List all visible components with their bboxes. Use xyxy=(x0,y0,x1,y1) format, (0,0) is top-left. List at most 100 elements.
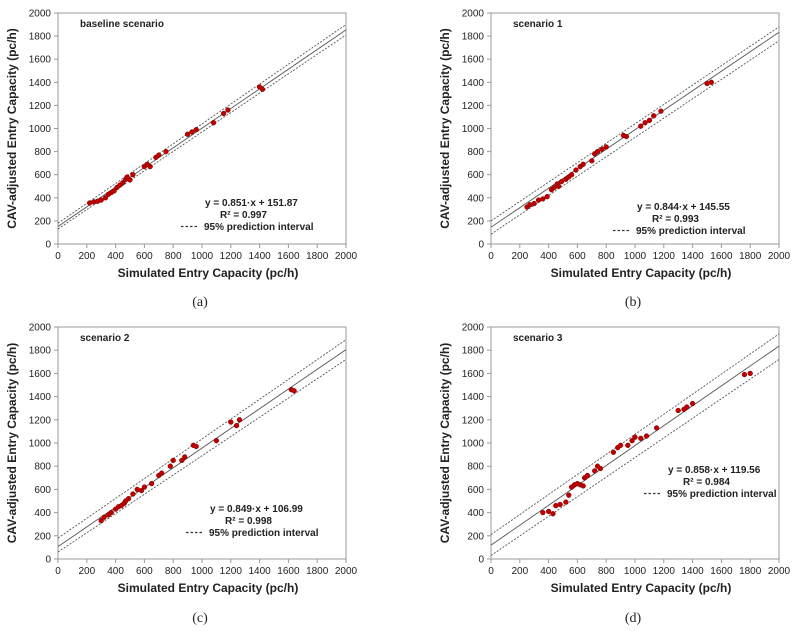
data-point xyxy=(684,404,690,410)
data-point xyxy=(170,457,176,464)
x-tick-label: 1600 xyxy=(277,566,300,577)
y-tick-label: 1800 xyxy=(29,32,52,43)
panel-label: (a) xyxy=(192,295,208,310)
x-tick-label: 2000 xyxy=(768,566,791,577)
data-point xyxy=(130,172,136,178)
y-tick-label: 1600 xyxy=(29,55,52,66)
y-tick-label: 0 xyxy=(478,240,484,251)
regression-equation: y = 0.844·x + 145.55 xyxy=(637,202,730,213)
data-point xyxy=(167,463,173,469)
data-point xyxy=(184,131,191,137)
data-point xyxy=(259,86,266,92)
data-point xyxy=(638,435,644,442)
legend-label: 95% prediction interval xyxy=(204,222,314,233)
data-point xyxy=(556,183,562,189)
x-tick-label: 1600 xyxy=(277,251,300,262)
data-point xyxy=(236,417,243,423)
panel-label: (c) xyxy=(192,611,208,626)
y-tick-label: 0 xyxy=(45,555,51,566)
x-tick-label: 800 xyxy=(598,566,615,577)
x-tick-label: 1200 xyxy=(220,251,243,262)
y-tick-label: 800 xyxy=(34,147,51,158)
x-tick-label: 1800 xyxy=(306,566,329,577)
data-point xyxy=(134,486,140,493)
legend-label: 95% prediction interval xyxy=(209,528,319,539)
x-tick-label: 600 xyxy=(569,251,586,262)
r-squared-label: R² = 0.984 xyxy=(683,477,730,488)
y-tick-label: 1200 xyxy=(29,101,52,112)
data-point xyxy=(120,180,126,186)
x-tick-label: 200 xyxy=(78,251,95,262)
data-point xyxy=(580,161,586,167)
y-tick-label: 800 xyxy=(34,462,51,473)
data-point xyxy=(563,499,569,505)
legend-label: 95% prediction interval xyxy=(636,226,746,237)
y-tick-label: 1800 xyxy=(29,346,52,357)
data-point xyxy=(225,107,231,113)
data-point xyxy=(127,177,133,183)
x-tick-label: 1400 xyxy=(248,251,271,262)
data-point xyxy=(558,178,565,185)
y-tick-label: 1600 xyxy=(462,55,485,66)
r-squared-label: R² = 0.997 xyxy=(220,210,267,221)
x-tick-label: 400 xyxy=(107,251,124,262)
plot-frame xyxy=(490,326,780,560)
prediction-interval-upper-line xyxy=(490,333,780,536)
x-tick-label: 400 xyxy=(540,251,557,262)
data-point xyxy=(566,492,572,498)
y-tick-label: 0 xyxy=(478,555,484,566)
y-tick-label: 200 xyxy=(34,531,51,542)
x-tick-label: 1000 xyxy=(624,566,647,577)
data-point xyxy=(193,443,199,450)
y-tick-label: 400 xyxy=(467,193,484,204)
chart-panel-1: 0 200 400 600 800 1000 1200 1400 1600 1800 2000 0 20… xyxy=(5,9,358,311)
x-tick-label: 1400 xyxy=(248,566,271,577)
data-point xyxy=(101,514,107,520)
data-point xyxy=(141,484,148,490)
data-point xyxy=(98,197,104,203)
data-point xyxy=(527,202,533,208)
data-point xyxy=(540,196,546,202)
x-tick-label: 600 xyxy=(569,566,586,577)
plot-frame xyxy=(57,326,347,560)
x-tick-label: 2000 xyxy=(768,251,791,262)
data-point xyxy=(708,79,714,85)
y-tick-label: 400 xyxy=(34,508,51,519)
data-point xyxy=(584,472,591,479)
x-tick-label: 2000 xyxy=(335,251,358,262)
data-point xyxy=(550,511,556,517)
data-point xyxy=(603,144,609,150)
data-point xyxy=(147,163,153,170)
regression-equation: y = 0.851·x + 151.87 xyxy=(205,198,298,209)
data-point xyxy=(741,371,748,378)
data-point xyxy=(233,422,240,429)
data-point xyxy=(189,129,195,135)
data-point xyxy=(125,496,132,502)
x-tick-label: 1800 xyxy=(306,251,329,262)
data-point xyxy=(182,454,188,460)
y-tick-label: 0 xyxy=(45,240,51,251)
data-point xyxy=(535,197,542,203)
data-point xyxy=(220,110,227,117)
regression-line xyxy=(490,31,780,228)
x-tick-label: 2000 xyxy=(335,566,358,577)
data-point xyxy=(108,509,114,516)
y-tick-label: 600 xyxy=(467,485,484,496)
y-tick-label: 2000 xyxy=(29,9,52,20)
y-tick-label: 1000 xyxy=(29,439,52,450)
y-tick-label: 200 xyxy=(34,216,51,227)
x-tick-label: 0 xyxy=(55,251,61,262)
x-tick-label: 800 xyxy=(165,566,182,577)
data-point xyxy=(625,442,631,448)
data-point xyxy=(643,433,650,439)
chart-panel-2: 0 200 400 600 800 1000 1200 1400 1600 1800 2000 0 20… xyxy=(438,9,791,311)
data-point xyxy=(228,419,234,425)
y-tick-label: 400 xyxy=(34,193,51,204)
y-tick-label: 800 xyxy=(467,462,484,473)
y-tick-label: 2000 xyxy=(462,323,485,334)
x-tick-label: 1200 xyxy=(653,251,676,262)
y-tick-label: 1200 xyxy=(462,415,485,426)
data-point xyxy=(163,148,169,155)
y-tick-label: 1400 xyxy=(29,392,52,403)
